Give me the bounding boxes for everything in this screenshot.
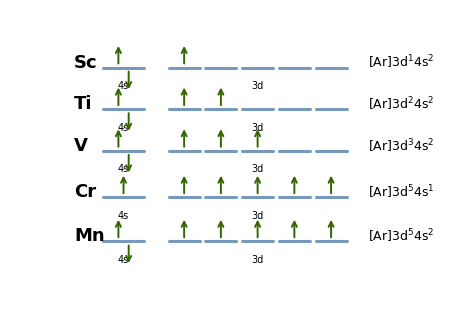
- Text: [Ar]3d$^3$4s$^2$: [Ar]3d$^3$4s$^2$: [368, 137, 434, 155]
- Text: Mn: Mn: [74, 227, 105, 245]
- Text: V: V: [74, 137, 88, 155]
- Text: [Ar]3d$^5$4s$^1$: [Ar]3d$^5$4s$^1$: [368, 184, 435, 201]
- Text: 4s: 4s: [118, 211, 129, 221]
- Text: 4s: 4s: [118, 123, 129, 133]
- Text: [Ar]3d$^1$4s$^2$: [Ar]3d$^1$4s$^2$: [368, 54, 434, 72]
- Text: 3d: 3d: [252, 123, 264, 133]
- Text: [Ar]3d$^5$4s$^2$: [Ar]3d$^5$4s$^2$: [368, 228, 434, 245]
- Text: 3d: 3d: [252, 255, 264, 265]
- Text: 4s: 4s: [118, 164, 129, 174]
- Text: 3d: 3d: [252, 164, 264, 174]
- Text: 3d: 3d: [252, 211, 264, 221]
- Text: 4s: 4s: [118, 255, 129, 265]
- Text: 4s: 4s: [118, 81, 129, 91]
- Text: 3d: 3d: [252, 81, 264, 91]
- Text: Cr: Cr: [74, 183, 96, 201]
- Text: Sc: Sc: [74, 54, 98, 72]
- Text: Ti: Ti: [74, 95, 92, 113]
- Text: [Ar]3d$^2$4s$^2$: [Ar]3d$^2$4s$^2$: [368, 95, 434, 113]
